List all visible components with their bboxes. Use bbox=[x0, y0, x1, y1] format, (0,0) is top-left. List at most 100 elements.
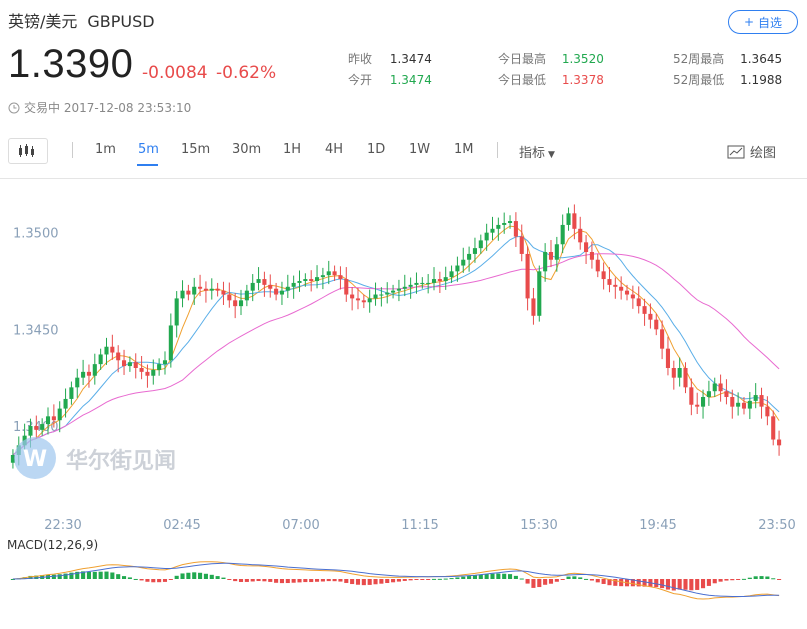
macd-bar bbox=[443, 578, 448, 580]
stat-value: 1.3520 bbox=[561, 52, 604, 66]
macd-bar bbox=[157, 579, 162, 583]
period-tab-1m[interactable]: 1m bbox=[95, 142, 116, 157]
period-tab-5m[interactable]: 5m bbox=[138, 142, 159, 157]
macd-bar bbox=[502, 573, 507, 579]
macd-bar bbox=[595, 579, 600, 583]
macd-bar bbox=[636, 579, 641, 587]
period-tab-1w[interactable]: 1W bbox=[409, 142, 431, 157]
macd-bar bbox=[589, 579, 594, 581]
draw-chart-icon bbox=[727, 145, 745, 158]
candle-body bbox=[443, 277, 448, 281]
candle-body bbox=[221, 290, 226, 295]
macd-bar bbox=[695, 579, 700, 590]
macd-bar bbox=[256, 579, 261, 582]
macd-bar bbox=[718, 579, 723, 582]
macd-bar bbox=[747, 577, 752, 579]
candle-body bbox=[338, 275, 343, 280]
candle-body bbox=[753, 395, 758, 401]
candle-body bbox=[467, 253, 472, 260]
period-tab-4h[interactable]: 4H bbox=[325, 142, 344, 157]
candle-body bbox=[63, 398, 68, 409]
candle-body bbox=[69, 387, 74, 399]
macd-bar bbox=[531, 579, 536, 588]
macd-bar bbox=[116, 574, 121, 579]
candle-body bbox=[554, 244, 559, 260]
y-tick-label: 1.3450 bbox=[13, 323, 59, 338]
macd-bar bbox=[654, 579, 659, 588]
macd-bar bbox=[373, 579, 378, 585]
macd-bar bbox=[765, 576, 770, 579]
macd-bar bbox=[554, 579, 559, 582]
caret-down-icon: ▼ bbox=[548, 150, 555, 160]
watermark: W 华尔街见闻 bbox=[14, 437, 176, 479]
candle-body bbox=[86, 371, 92, 376]
macd-bar bbox=[777, 579, 782, 580]
candle-body bbox=[490, 228, 495, 233]
candle-body bbox=[624, 290, 630, 295]
candle-body bbox=[285, 286, 290, 291]
candle-body bbox=[326, 271, 331, 276]
draw-tool-button[interactable]: 绘图 bbox=[727, 142, 776, 161]
candle-body bbox=[566, 213, 571, 225]
macd-bar bbox=[192, 572, 197, 579]
macd-bar bbox=[303, 579, 308, 583]
candle-body bbox=[507, 221, 513, 223]
macd-bar bbox=[186, 572, 191, 579]
candle-body bbox=[525, 253, 530, 299]
candle-body bbox=[355, 298, 361, 301]
macd-bar bbox=[665, 579, 671, 590]
last-price: 1.3390 bbox=[8, 42, 134, 86]
candle-body bbox=[706, 391, 711, 397]
macd-bar bbox=[174, 575, 179, 579]
candle-body bbox=[636, 298, 641, 307]
indicator-menu[interactable]: 指标 ▼ bbox=[519, 142, 555, 161]
candle-body bbox=[736, 402, 741, 407]
candle-body bbox=[110, 346, 115, 353]
period-tab-30m[interactable]: 30m bbox=[232, 142, 262, 157]
macd-bar bbox=[139, 579, 144, 581]
candle-body bbox=[291, 282, 296, 287]
macd-bar bbox=[168, 579, 173, 580]
draw-label: 绘图 bbox=[750, 146, 777, 161]
instrument-symbol: GBPUSD bbox=[87, 12, 155, 31]
macd-bar bbox=[431, 578, 437, 580]
macd-bar bbox=[402, 579, 407, 581]
macd-bar bbox=[326, 579, 331, 582]
macd-bar bbox=[28, 575, 33, 579]
macd-bar bbox=[338, 579, 343, 582]
stat-label: 昨收 bbox=[348, 52, 373, 66]
candlestick-type-button[interactable] bbox=[8, 138, 48, 164]
stat-label: 52周最低 bbox=[673, 73, 725, 87]
y-tick-label: 1.3500 bbox=[13, 227, 59, 242]
x-tick-label: 22:30 bbox=[44, 518, 81, 533]
stat-day-low: 今日最低 1.3378 bbox=[498, 71, 604, 88]
candle-body bbox=[139, 368, 144, 372]
stat-value: 1.1988 bbox=[740, 73, 783, 87]
macd-bar bbox=[127, 577, 132, 579]
macd-bar bbox=[110, 572, 115, 579]
macd-bar bbox=[309, 579, 314, 583]
macd-bar bbox=[279, 579, 285, 584]
macd-bar bbox=[706, 579, 711, 586]
candle-body bbox=[75, 377, 80, 388]
candle-body bbox=[478, 240, 483, 249]
macd-bar bbox=[490, 573, 495, 579]
period-tab-1mo[interactable]: 1M bbox=[454, 142, 474, 157]
candle-body bbox=[40, 424, 45, 430]
stat-label: 今开 bbox=[348, 73, 373, 87]
period-tab-15m[interactable]: 15m bbox=[181, 142, 211, 157]
candle-body bbox=[671, 368, 676, 378]
stat-value: 1.3645 bbox=[740, 52, 783, 66]
candle-body bbox=[279, 290, 285, 295]
macd-bar bbox=[274, 579, 279, 583]
candle-body bbox=[157, 364, 162, 370]
period-tab-1d[interactable]: 1D bbox=[367, 142, 386, 157]
macd-bar bbox=[584, 578, 589, 580]
candle-body bbox=[648, 313, 653, 320]
period-tab-1h[interactable]: 1H bbox=[283, 142, 302, 157]
macd-bar bbox=[92, 571, 97, 579]
macd-bar bbox=[244, 579, 249, 582]
add-watchlist-button[interactable]: + 自选 bbox=[728, 10, 798, 34]
